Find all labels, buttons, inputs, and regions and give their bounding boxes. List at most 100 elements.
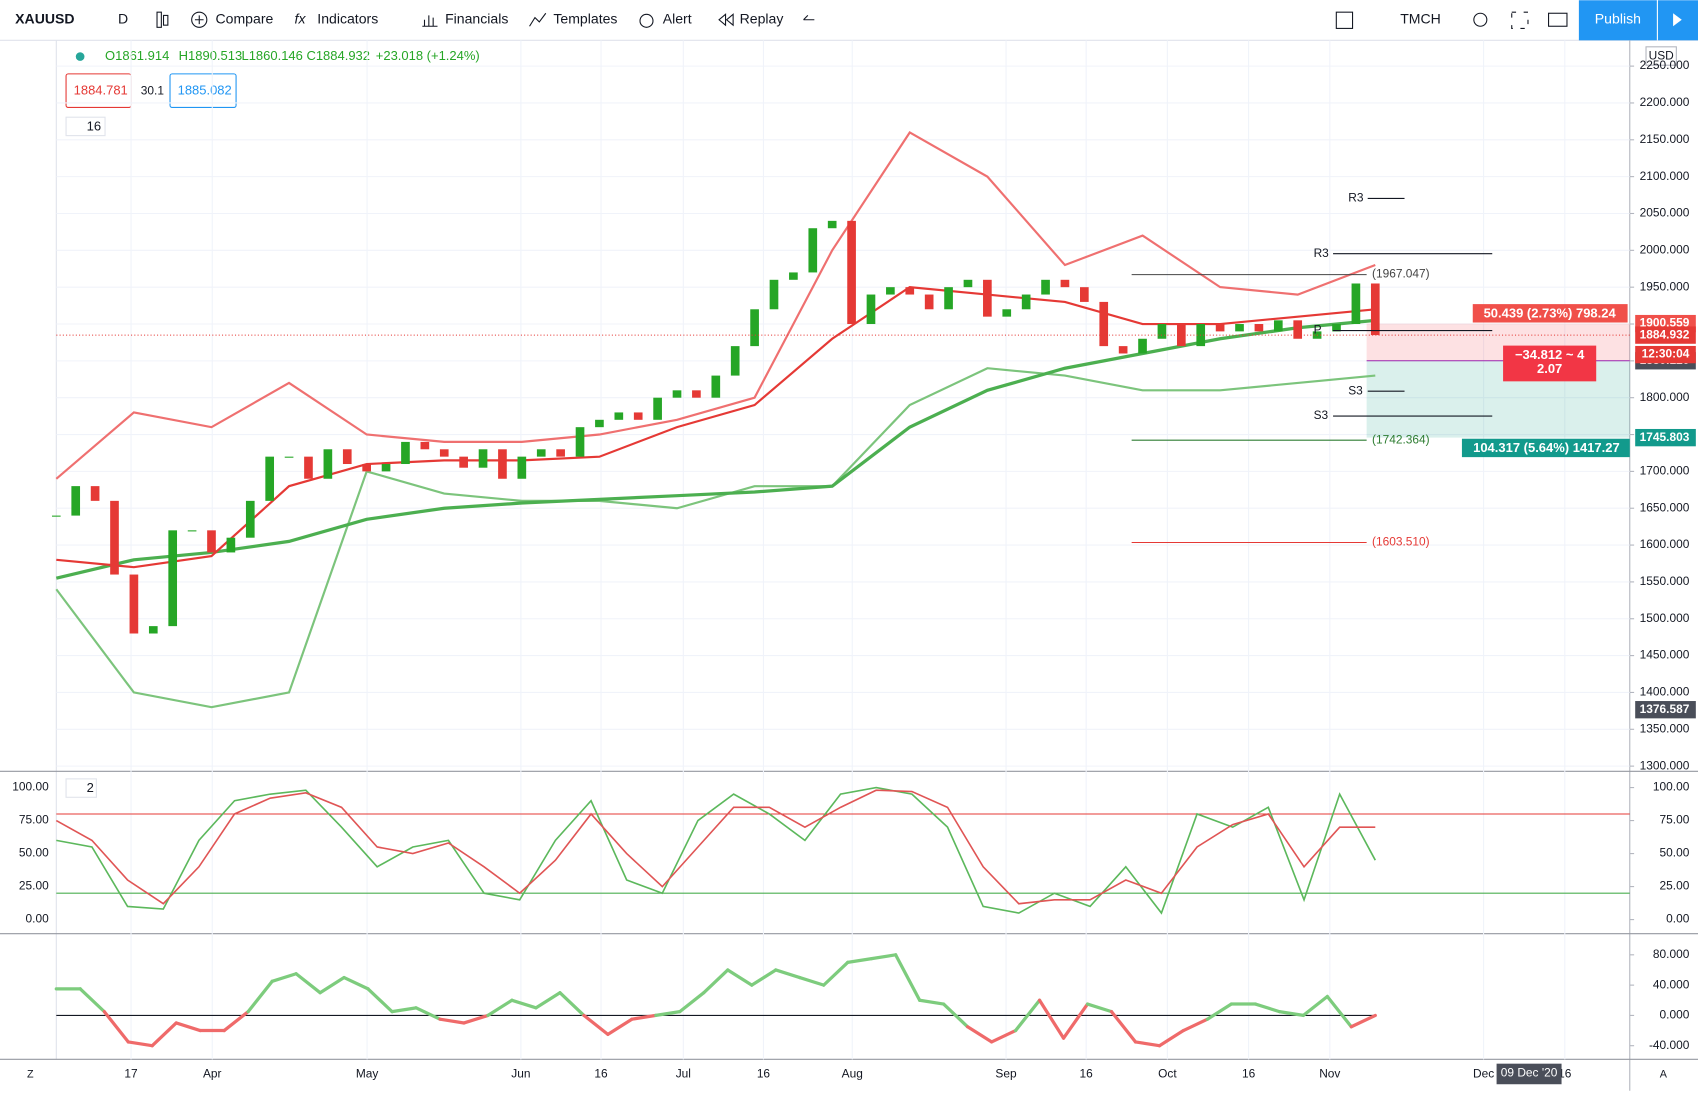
momentum-segment: [342, 975, 370, 991]
candle: [187, 530, 197, 532]
momentum-segment: [1301, 994, 1329, 1018]
candle: [886, 287, 895, 295]
publish-button[interactable]: [1578, 0, 1657, 41]
y-tick-label: 2000.000: [1640, 242, 1690, 256]
momentum-segment: [1037, 998, 1066, 1040]
symbol[interactable]: XAUUSD: [15, 10, 74, 26]
momentum-segment: [126, 1040, 154, 1048]
candle: [381, 464, 391, 472]
pivot-label: R3: [1348, 191, 1364, 205]
momentum-segment: [486, 998, 514, 1018]
x-tick-label: 17: [124, 1067, 138, 1081]
momentum-segment: [1205, 1002, 1234, 1021]
momentum-segment: [462, 1013, 490, 1025]
candle: [769, 279, 779, 310]
y-tick-label: 0.00: [1666, 912, 1690, 926]
candle: [71, 486, 81, 516]
replay-button[interactable]: Replay: [740, 10, 784, 26]
y-tick-label: 80.000: [1653, 947, 1690, 961]
alert-button[interactable]: Alert: [663, 10, 692, 26]
candle: [168, 530, 178, 627]
candle: [129, 574, 139, 634]
y-tick-label: 50.00: [1660, 846, 1690, 860]
target-text: 104.317 (5.64%) 1417.27: [1473, 440, 1620, 455]
publish-label[interactable]: Publish: [1595, 10, 1641, 26]
candle: [1254, 324, 1264, 332]
price-label: 1884.932: [1640, 327, 1690, 341]
collapse-stoch[interactable]: 2: [87, 780, 94, 795]
momentum-segment: [390, 1006, 418, 1014]
y-tick-label: 1700.000: [1640, 464, 1690, 478]
candle: [905, 287, 915, 295]
collapse-studies[interactable]: 16: [87, 118, 101, 133]
momentum-segment: [1157, 1028, 1186, 1048]
auto-toggle[interactable]: A: [1660, 1068, 1668, 1080]
momentum-segment: [1013, 998, 1042, 1033]
momentum-segment: [774, 968, 802, 980]
momentum-segment: [918, 998, 946, 1006]
layout-button[interactable]: TMCH: [1400, 10, 1441, 26]
x-tick-label: Dec: [1473, 1067, 1494, 1081]
momentum-segment: [798, 975, 826, 987]
candle: [90, 486, 100, 501]
indicators-button[interactable]: Indicators: [317, 10, 378, 26]
x-tick-label: Oct: [1158, 1067, 1177, 1081]
ohlc-close: C1884.932: [306, 48, 370, 63]
candle: [51, 515, 61, 517]
y-tick-label: 2150.000: [1640, 132, 1690, 146]
templates-button[interactable]: Templates: [553, 10, 617, 26]
momentum-segment: [174, 1021, 202, 1033]
y-tick-label-left: 0.00: [26, 912, 50, 926]
momentum-segment: [270, 972, 298, 983]
y-tick-label-left: 75.00: [19, 813, 49, 827]
risk-box: [1503, 345, 1597, 382]
momentum-segment: [870, 953, 898, 961]
momentum-segment: [1253, 1002, 1281, 1014]
candle: [1351, 283, 1361, 325]
currency[interactable]: USD: [1649, 49, 1675, 63]
momentum-segment: [1061, 1002, 1090, 1040]
momentum-segment: [822, 960, 850, 987]
y-tick-label: 1650.000: [1640, 500, 1690, 514]
ohlc-low: L1860.146: [241, 48, 302, 63]
candle: [304, 456, 313, 479]
log-toggle[interactable]: Z: [27, 1068, 34, 1080]
x-tick-label: 16: [757, 1067, 771, 1081]
candle: [672, 390, 682, 398]
financials-button[interactable]: Financials: [445, 10, 508, 26]
sell-price[interactable]: 1884.781: [74, 83, 128, 98]
interval[interactable]: D: [118, 10, 128, 26]
candle: [1060, 279, 1070, 288]
candle: [1118, 346, 1128, 354]
ohlc-high: H1890.513: [179, 48, 243, 63]
candle: [1273, 320, 1283, 332]
candle: [420, 441, 430, 450]
candle: [1002, 309, 1012, 317]
profit-text: 50.439 (2.73%) 798.24: [1484, 305, 1617, 320]
candle: [439, 449, 449, 457]
candle: [1293, 320, 1303, 339]
candle: [730, 346, 740, 376]
compare-button[interactable]: Compare: [215, 10, 273, 26]
pivot-label: R3: [1314, 246, 1330, 260]
price-label-bg: [1635, 701, 1696, 719]
risk-text: −34.812 ~ 4: [1515, 347, 1585, 362]
price-label: 1745.803: [1640, 430, 1690, 444]
momentum-segment: [150, 1021, 178, 1048]
candle: [924, 294, 934, 310]
momentum-segment: [1085, 1002, 1114, 1014]
y-tick-label: 0.000: [1660, 1008, 1690, 1022]
candle: [866, 294, 876, 325]
y-tick-label: 1800.000: [1640, 390, 1690, 404]
oscillator-line: [55, 789, 1376, 905]
momentum-segment: [1109, 1010, 1138, 1044]
candle: [1235, 324, 1244, 332]
x-tick-label: 16: [1080, 1067, 1094, 1081]
momentum-segment: [78, 987, 106, 1014]
x-tick-label: 16: [1558, 1067, 1572, 1081]
x-tick-label: Jun: [511, 1067, 530, 1081]
buy-price[interactable]: 1885.082: [178, 83, 232, 98]
crosshair-date: 09 Dec '20: [1501, 1066, 1558, 1080]
candle: [245, 500, 255, 538]
